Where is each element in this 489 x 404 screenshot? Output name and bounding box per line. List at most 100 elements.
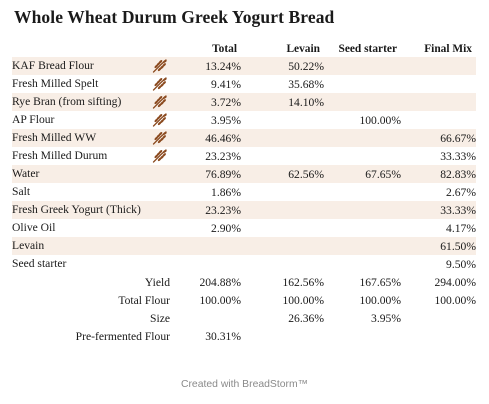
- final-mix-percent: 4.17%: [446, 221, 476, 235]
- final-mix-percent: 66.67%: [401, 129, 476, 147]
- total-percent: 23.23%: [170, 201, 241, 219]
- total-percent: 23.23%: [205, 149, 241, 163]
- table-row: Salt 1.86% 2.67%: [12, 183, 476, 201]
- levain-percent: [241, 219, 324, 237]
- ingredient-name-wrapper: Rye Bran (from sifting): [12, 93, 170, 111]
- summary-rows: Yield 204.88% 162.56% 167.65% 294.00% Total F…: [12, 273, 476, 345]
- ingredient-name-wrapper: Fresh Milled WW: [12, 129, 170, 147]
- final-mix-percent: 9.50%: [446, 257, 476, 271]
- ingredient-name: Fresh Milled WW: [12, 131, 97, 144]
- summary-row: Pre-fermented Flour 30.31%: [12, 327, 476, 345]
- levain-percent: [241, 237, 324, 255]
- ingredient-name: Levain: [12, 239, 45, 252]
- seed-starter-percent: [324, 75, 401, 93]
- ingredient-name-cell: Rye Bran (from sifting): [12, 93, 170, 111]
- summary-final-mix: [401, 309, 476, 327]
- total-percent: 13.24%: [170, 57, 241, 75]
- table-row: Water 76.89% 62.56% 67.65% 82.83%: [12, 165, 476, 183]
- ingredient-name: Water: [12, 167, 40, 180]
- ingredient-name-cell: Seed starter: [12, 255, 170, 273]
- ingredient-name-cell: Salt: [12, 183, 170, 201]
- total-percent: 76.89%: [170, 165, 241, 183]
- levain-percent: [241, 201, 324, 219]
- wheat-icon: [152, 95, 167, 109]
- seed-starter-percent: [324, 129, 401, 147]
- seed-starter-percent: [324, 147, 401, 165]
- ingredient-name-wrapper: Fresh Milled Spelt: [12, 75, 170, 93]
- header-spacer: [12, 40, 170, 57]
- table-row: Fresh Greek Yogurt (Thick) 23.23% 33.33%: [12, 201, 476, 219]
- summary-row: Total Flour 100.00% 100.00% 100.00% 100.00%: [12, 291, 476, 309]
- seed-starter-percent: [324, 183, 401, 201]
- summary-row: Yield 204.88% 162.56% 167.65% 294.00%: [12, 273, 476, 291]
- ingredient-name-cell: Water: [12, 165, 170, 183]
- seed-starter-percent: [324, 57, 401, 75]
- recipe-table: Total Levain Seed starter Final Mix KAF …: [12, 40, 476, 345]
- summary-total: 204.88%: [199, 275, 241, 289]
- seed-starter-percent: 100.00%: [359, 113, 401, 127]
- summary-final-mix: 100.00%: [434, 293, 476, 307]
- summary-final-mix: 294.00%: [434, 275, 476, 289]
- summary-total: [170, 309, 241, 327]
- ingredient-name-wrapper: Fresh Greek Yogurt (Thick): [12, 201, 170, 219]
- levain-percent: [241, 111, 324, 129]
- ingredient-name-wrapper: Seed starter: [12, 255, 170, 273]
- ingredient-name-cell: Fresh Greek Yogurt (Thick): [12, 201, 170, 219]
- summary-total: 30.31%: [205, 329, 241, 343]
- levain-percent: 35.68%: [288, 77, 324, 91]
- final-mix-percent: [401, 57, 476, 75]
- ingredient-name-cell: Levain: [12, 237, 170, 255]
- table-row: AP Flour 3.95% 100.00%: [12, 111, 476, 129]
- summary-levain: [241, 327, 324, 345]
- ingredient-name-wrapper: Salt: [12, 183, 170, 201]
- levain-percent: 62.56%: [241, 165, 324, 183]
- summary-levain: 162.56%: [282, 275, 324, 289]
- ingredient-name: Seed starter: [12, 257, 67, 270]
- column-header-seed-starter: Seed starter: [338, 42, 397, 55]
- table-row: Levain 61.50%: [12, 237, 476, 255]
- total-percent: 2.90%: [211, 221, 241, 235]
- summary-label: Yield: [144, 275, 170, 289]
- seed-starter-percent: [324, 255, 401, 273]
- total-percent: 9.41%: [211, 77, 241, 91]
- ingredient-name-cell: Fresh Milled Durum: [12, 147, 170, 165]
- wheat-icon: [152, 77, 167, 91]
- summary-label: Pre-fermented Flour: [75, 329, 170, 343]
- seed-starter-percent: 67.65%: [324, 165, 401, 183]
- summary-seed-starter: 167.65%: [359, 275, 401, 289]
- table-row: Fresh Milled WW 46.46% 66.67%: [12, 129, 476, 147]
- total-percent: 3.72%: [170, 93, 241, 111]
- final-mix-percent: 2.67%: [446, 185, 476, 199]
- table-row: Rye Bran (from sifting) 3.72% 14.10%: [12, 93, 476, 111]
- ingredient-name-wrapper: Water: [12, 165, 170, 183]
- summary-total: 100.00%: [199, 293, 241, 307]
- levain-percent: [241, 129, 324, 147]
- ingredient-name-cell: Fresh Milled Spelt: [12, 75, 170, 93]
- seed-starter-percent: [324, 201, 401, 219]
- ingredient-name: Salt: [12, 185, 31, 198]
- footer-credit: Created with BreadStorm™: [180, 379, 309, 390]
- levain-percent: 14.10%: [241, 93, 324, 111]
- ingredient-name-wrapper: KAF Bread Flour: [12, 57, 170, 75]
- ingredient-name: Fresh Milled Durum: [12, 149, 108, 162]
- ingredient-name: Rye Bran (from sifting): [12, 95, 122, 108]
- total-percent: [170, 237, 241, 255]
- wheat-icon: [152, 59, 167, 73]
- table-header-row: Total Levain Seed starter Final Mix: [12, 40, 476, 57]
- summary-levain: 26.36%: [288, 311, 324, 325]
- ingredient-name-cell: AP Flour: [12, 111, 170, 129]
- ingredient-name: AP Flour: [12, 113, 55, 126]
- table-row: Seed starter 9.50%: [12, 255, 476, 273]
- ingredient-name-cell: Olive Oil: [12, 219, 170, 237]
- total-percent: 46.46%: [170, 129, 241, 147]
- column-header-final-mix: Final Mix: [424, 42, 472, 55]
- summary-seed-starter: 100.00%: [359, 293, 401, 307]
- table-row: Olive Oil 2.90% 4.17%: [12, 219, 476, 237]
- ingredient-name-wrapper: Fresh Milled Durum: [12, 147, 170, 165]
- summary-final-mix: [401, 327, 476, 345]
- levain-percent: 50.22%: [241, 57, 324, 75]
- final-mix-percent: [401, 111, 476, 129]
- final-mix-percent: 82.83%: [401, 165, 476, 183]
- ingredient-name: Fresh Milled Spelt: [12, 77, 99, 90]
- wheat-icon: [152, 113, 167, 127]
